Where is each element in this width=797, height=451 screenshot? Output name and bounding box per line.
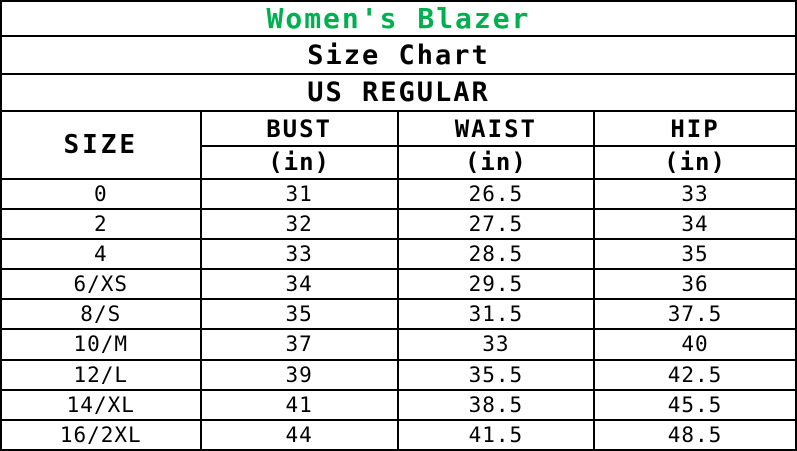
column-header-hip: HIP (593, 110, 797, 147)
table-row: 14/XL 41 38.5 45.5 (0, 388, 797, 421)
bust-cell: 35 (199, 298, 399, 331)
size-cell: 12/L (0, 358, 202, 391)
waist-cell: 35.5 (396, 358, 596, 391)
bust-cell: 31 (199, 177, 399, 210)
table-row: 4 33 28.5 35 (0, 237, 797, 271)
size-cell: 8/S (0, 298, 202, 331)
waist-cell: 26.5 (396, 177, 596, 210)
table-row: 2 32 27.5 34 (0, 207, 797, 241)
region-row: US REGULAR (0, 73, 797, 113)
page-title: Women's Blazer (0, 0, 797, 38)
hip-cell: 45.5 (593, 388, 797, 421)
hip-cell: 33 (593, 177, 797, 210)
title-row: Women's Blazer (0, 0, 797, 38)
column-header-size: SIZE (0, 110, 202, 180)
bust-cell: 39 (199, 358, 399, 391)
page-subtitle: Size Chart (0, 35, 797, 76)
waist-cell: 33 (396, 328, 596, 361)
waist-cell: 29.5 (396, 268, 596, 301)
column-header-row: SIZE BUST WAIST HIP (0, 110, 797, 180)
waist-cell: 28.5 (396, 237, 596, 271)
hip-cell: 42.5 (593, 358, 797, 391)
bust-cell: 41 (199, 388, 399, 421)
size-cell: 16/2XL (0, 418, 202, 451)
table-row: 6/XS 34 29.5 36 (0, 268, 797, 301)
column-header-waist: WAIST (396, 110, 596, 147)
table-row: 10/M 37 33 40 (0, 328, 797, 361)
unit-waist: (in) (396, 144, 596, 180)
hip-cell: 48.5 (593, 418, 797, 451)
table-row: 8/S 35 31.5 37.5 (0, 298, 797, 331)
size-cell: 2 (0, 207, 202, 241)
bust-cell: 33 (199, 237, 399, 271)
table-row: 16/2XL 44 41.5 48.5 (0, 418, 797, 451)
bust-cell: 37 (199, 328, 399, 361)
region-label: US REGULAR (0, 73, 797, 113)
bust-cell: 44 (199, 418, 399, 451)
waist-cell: 41.5 (396, 418, 596, 451)
size-cell: 4 (0, 237, 202, 271)
unit-bust: (in) (199, 144, 399, 180)
size-cell: 10/M (0, 328, 202, 361)
hip-cell: 34 (593, 207, 797, 241)
table-row: 0 31 26.5 33 (0, 177, 797, 210)
hip-cell: 35 (593, 237, 797, 271)
hip-cell: 37.5 (593, 298, 797, 331)
size-cell: 0 (0, 177, 202, 210)
hip-cell: 40 (593, 328, 797, 361)
waist-cell: 31.5 (396, 298, 596, 331)
waist-cell: 38.5 (396, 388, 596, 421)
bust-cell: 34 (199, 268, 399, 301)
unit-hip: (in) (593, 144, 797, 180)
size-cell: 6/XS (0, 268, 202, 301)
size-cell: 14/XL (0, 388, 202, 421)
table-row: 12/L 39 35.5 42.5 (0, 358, 797, 391)
unit-row: (in) (in) (in) (1, 144, 797, 180)
column-header-bust: BUST (199, 110, 399, 147)
waist-cell: 27.5 (396, 207, 596, 241)
bust-cell: 32 (199, 207, 399, 241)
subtitle-row: Size Chart (0, 35, 797, 76)
hip-cell: 36 (593, 268, 797, 301)
